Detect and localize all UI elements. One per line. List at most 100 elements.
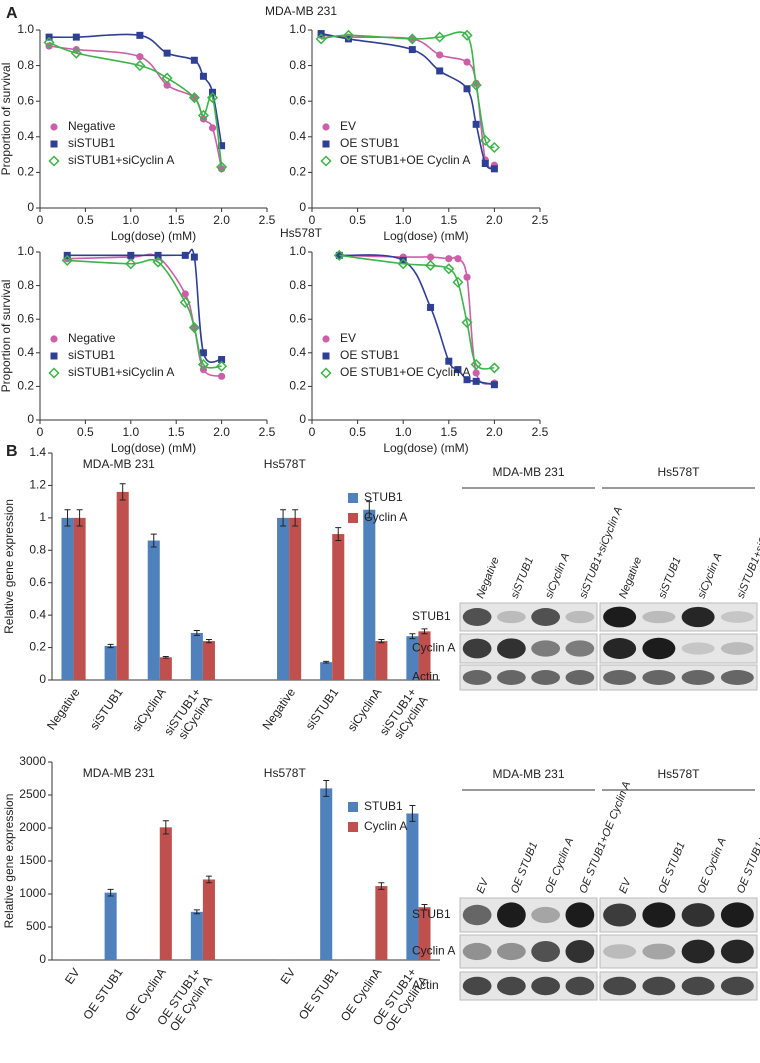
x-tick-label: 0.5 xyxy=(349,213,366,227)
blot-band xyxy=(496,670,526,685)
bar xyxy=(363,509,376,680)
data-point xyxy=(43,36,55,49)
x-tick-label: 1.5 xyxy=(440,213,457,227)
blot-band xyxy=(603,670,637,685)
data-point xyxy=(335,251,343,259)
data-point xyxy=(454,255,462,263)
blot-band xyxy=(462,608,492,626)
y-axis-label: Relative gene expression xyxy=(2,794,16,929)
blot-band xyxy=(681,642,715,655)
error-bar xyxy=(323,779,330,797)
y-tick-label: 0.8 xyxy=(29,542,46,556)
legend-label: OE STUB1 xyxy=(340,348,400,362)
data-point xyxy=(490,165,498,173)
y-tick-label: 0.6 xyxy=(289,311,306,325)
legend-marker xyxy=(50,352,58,360)
x-tick-label: 2.5 xyxy=(259,213,276,227)
data-point xyxy=(406,33,418,45)
bar xyxy=(406,813,419,960)
legend-label: EV xyxy=(340,119,356,133)
blot-band xyxy=(603,638,637,659)
data-point xyxy=(127,251,135,259)
x-tick-label: 2.5 xyxy=(532,213,549,227)
data-point xyxy=(463,273,471,281)
legend-label: Cyclin A xyxy=(364,510,407,524)
bar xyxy=(116,491,129,680)
panel-label: B xyxy=(6,443,18,460)
blot-band xyxy=(496,902,526,928)
blot-band xyxy=(462,670,492,685)
x-tick-label: 2.5 xyxy=(532,425,549,439)
y-tick-label: 0.4 xyxy=(289,345,306,359)
legend-label: OE STUB1+OE Cyclin A xyxy=(340,153,470,167)
blot-lane-label: Negative xyxy=(617,555,644,600)
x-tick-label: 0 xyxy=(309,425,316,439)
x-tick-label: 2.0 xyxy=(213,213,230,227)
y-tick-label: 0.6 xyxy=(17,93,34,107)
bar xyxy=(159,827,172,960)
data-point xyxy=(342,29,355,41)
x-tick-label: siSTUB1 xyxy=(87,685,126,732)
error-bar xyxy=(162,655,169,659)
y-tick-label: 0.2 xyxy=(17,379,34,393)
legend-marker xyxy=(48,367,60,379)
data-point xyxy=(434,31,446,43)
data-point xyxy=(206,92,219,104)
blot-band xyxy=(531,640,561,657)
data-point xyxy=(190,253,198,261)
data-point xyxy=(470,79,482,91)
blot-band xyxy=(462,904,492,926)
data-point xyxy=(163,81,171,89)
y-tick-label: 0.4 xyxy=(17,129,34,143)
data-point xyxy=(136,53,144,61)
data-point xyxy=(479,134,491,146)
legend-marker xyxy=(348,493,358,503)
blot-band xyxy=(642,610,676,624)
data-point xyxy=(197,358,210,371)
data-point xyxy=(218,356,226,364)
legend-marker xyxy=(348,513,358,523)
legend-label: Negative xyxy=(68,331,116,345)
data-point xyxy=(488,141,500,154)
data-point xyxy=(333,249,345,261)
blot-group-title: Hs578T xyxy=(657,767,700,781)
blot-band xyxy=(565,670,595,685)
data-point xyxy=(470,358,482,371)
error-bar xyxy=(205,875,212,884)
blot-membrane xyxy=(599,633,758,664)
y-tick-label: 0.2 xyxy=(29,640,46,654)
blot-lane-label: siCyclin A xyxy=(695,551,724,600)
data-point xyxy=(218,372,226,380)
legend-label: Cyclin A xyxy=(364,819,407,833)
blot-lane-label: siSTUB1+siCyclin A xyxy=(577,505,625,600)
y-tick-label: 0.8 xyxy=(17,278,34,292)
error-bar xyxy=(107,643,114,649)
blot-band xyxy=(496,638,526,659)
error-bar xyxy=(150,533,157,548)
blot-band xyxy=(681,976,715,996)
blot-band xyxy=(565,902,595,928)
error-bar xyxy=(323,660,330,664)
legend-label: EV xyxy=(340,331,356,345)
data-point xyxy=(72,33,80,41)
bar xyxy=(61,517,74,680)
blot-lane-label: OE STUB1+OE Cyclin A xyxy=(577,780,633,895)
x-tick-label: 2.0 xyxy=(486,425,503,439)
blot-band xyxy=(462,976,492,996)
x-tick-label: OE STUB1 xyxy=(296,965,342,1022)
y-tick-label: 1 xyxy=(39,510,46,524)
bar xyxy=(375,886,388,960)
x-tick-label: 0.5 xyxy=(77,425,94,439)
x-tick-label: 2.5 xyxy=(259,425,276,439)
annotation: Hs578T xyxy=(264,457,307,471)
y-axis-label: Proportion of survival xyxy=(0,280,13,393)
blot-lane-label: EV xyxy=(617,876,634,896)
data-point xyxy=(197,109,210,122)
x-tick-label: siSTUB1+siCyclinA xyxy=(377,686,431,746)
error-bar xyxy=(421,628,428,635)
error-bar xyxy=(193,909,200,915)
blot-lane-label: siSTUB1+siCyclin A xyxy=(735,505,760,600)
bar xyxy=(320,662,333,680)
x-tick-label: OE STUB1 xyxy=(80,965,126,1022)
data-point xyxy=(136,31,144,39)
